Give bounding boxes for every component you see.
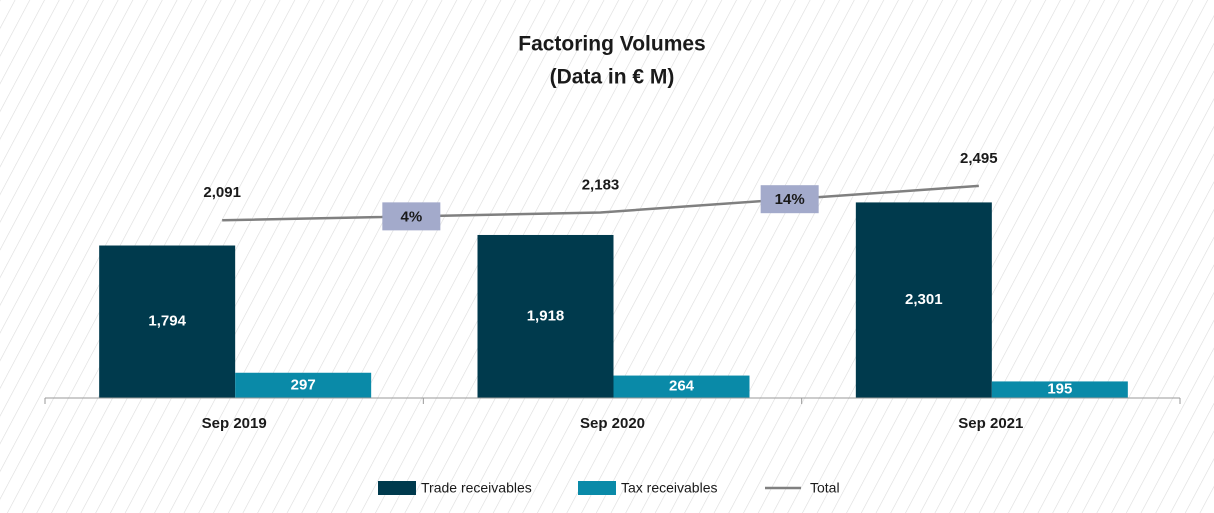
legend-label: Total [810, 480, 840, 496]
x-tick-label: Sep 2019 [202, 415, 267, 432]
data-label: 1,918 [527, 307, 565, 324]
chart-subtitle: (Data in € M) [550, 66, 675, 89]
annotation-box [760, 185, 819, 214]
bar [613, 375, 750, 398]
legend-swatch [578, 481, 616, 495]
bar [855, 202, 992, 398]
legend-swatch [378, 481, 416, 495]
legend-label: Trade receivables [421, 480, 532, 496]
data-label: 2,183 [582, 176, 620, 193]
chart-title: Factoring Volumes [518, 33, 705, 56]
legend-label: Tax receivables [621, 480, 718, 496]
x-tick-label: Sep 2020 [580, 415, 645, 432]
line [222, 184, 979, 222]
annotation: 14% [775, 191, 805, 208]
data-label: 1,794 [148, 313, 186, 330]
data-label: 2,091 [203, 184, 241, 201]
data-label: 2,495 [960, 150, 998, 167]
bar [235, 372, 372, 398]
x-tick-label: Sep 2021 [958, 415, 1023, 432]
annotation-box [382, 202, 441, 231]
bar [99, 245, 236, 398]
data-label: 195 [1047, 381, 1072, 398]
annotation: 4% [400, 208, 422, 225]
bar [991, 381, 1128, 398]
data-label: 297 [291, 376, 316, 393]
data-label: 264 [669, 378, 695, 395]
data-label: 2,301 [905, 291, 943, 308]
bar [477, 234, 614, 398]
